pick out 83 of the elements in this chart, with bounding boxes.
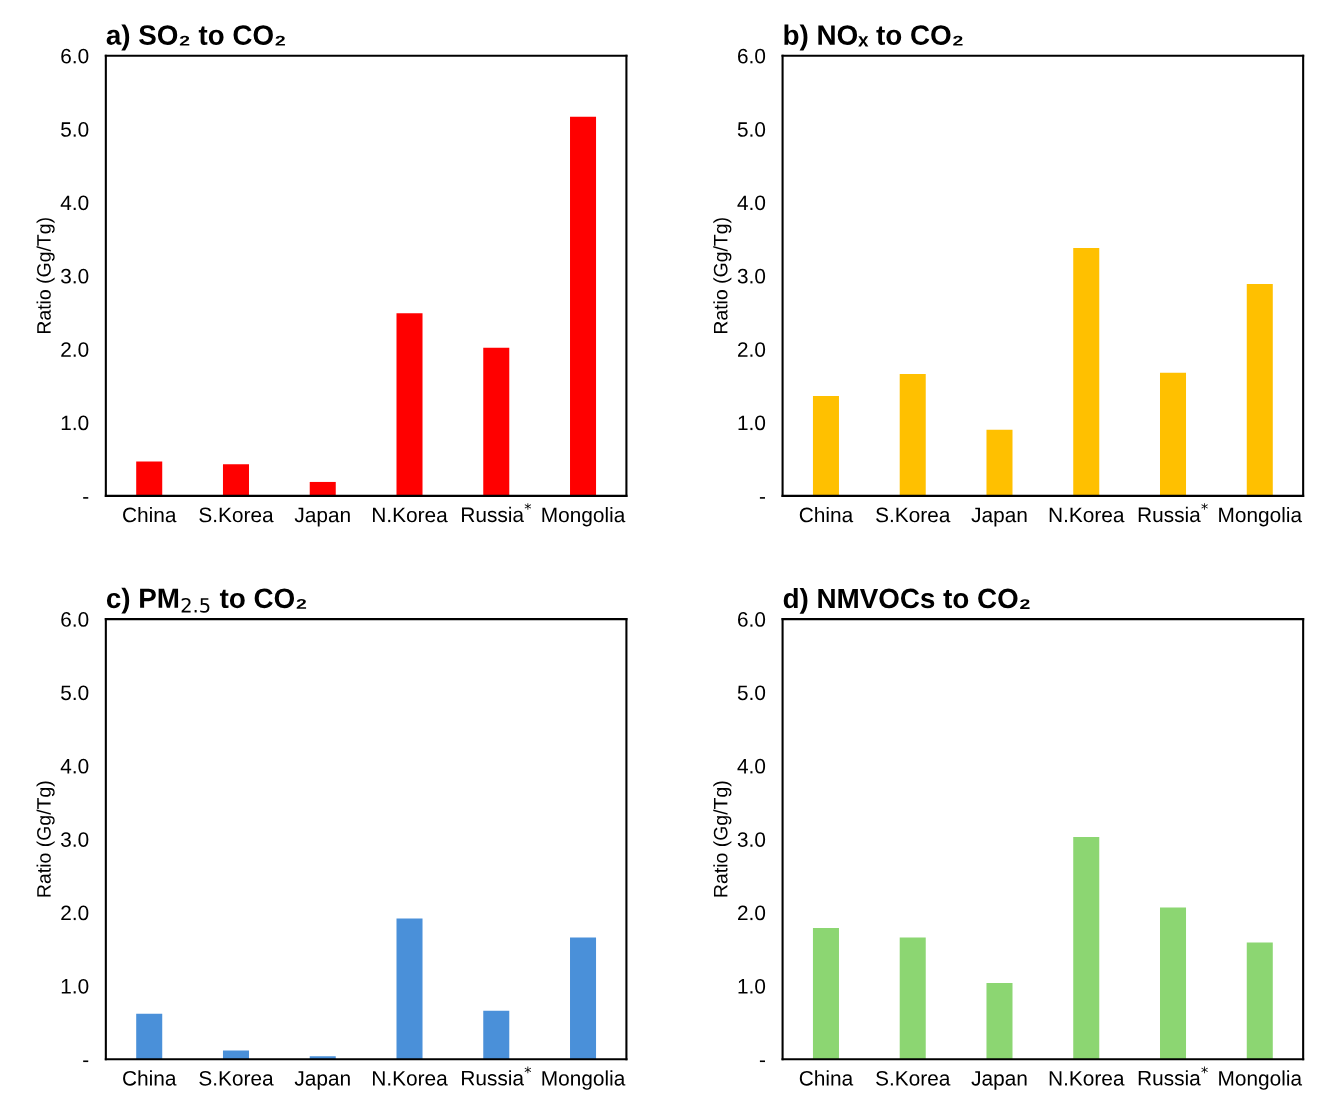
x-tick-label: Russia$^{*}$	[1138, 503, 1208, 523]
y-tick-label: 5.0	[61, 685, 89, 701]
x-tick-label: Japan	[971, 1071, 1027, 1090]
y-axis-title: Ratio (Gg/Tg)	[713, 218, 732, 334]
y-tick-label: 4.0	[60, 758, 89, 774]
bar	[136, 1013, 163, 1060]
y-tick-label: 1.0	[61, 978, 89, 994]
bar	[1246, 942, 1273, 1060]
y-axis-title: Ratio (Gg/Tg)	[36, 218, 55, 334]
bar	[986, 982, 1013, 1060]
y-tick-label: 6.0	[738, 48, 766, 64]
bar	[812, 927, 839, 1060]
y-tick-label: 1.0	[61, 415, 89, 431]
bar	[483, 1010, 510, 1060]
y-tick-label: -	[83, 1060, 89, 1063]
y-tick-label: 2.0	[738, 342, 766, 357]
x-tick-label: Japan	[971, 507, 1027, 527]
x-tick-label: China	[799, 1070, 854, 1086]
chart-title: c) PM$_{2.5}$ to CO₂	[106, 587, 307, 614]
y-tick-label: 4.0	[737, 195, 766, 211]
y-tick-label: 5.0	[737, 122, 766, 137]
x-tick-label: China	[799, 506, 854, 523]
y-tick-label: -	[83, 497, 89, 499]
bar	[986, 429, 1013, 496]
bar	[1073, 836, 1100, 1060]
bar	[396, 313, 423, 496]
y-tick-label: 3.0	[61, 268, 89, 284]
y-tick-label: 6.0	[61, 48, 89, 64]
bar	[570, 937, 597, 1060]
x-tick-label: Mongolia	[542, 506, 626, 527]
y-tick-label: 6.0	[61, 612, 89, 627]
y-tick-label: 1.0	[738, 978, 766, 994]
x-tick-label: Mongolia	[1219, 1070, 1303, 1090]
x-tick-label: N.Korea	[1049, 507, 1125, 523]
x-tick-label: Mongolia	[542, 1070, 626, 1090]
chart-title: d) NMVOCs to CO₂	[783, 587, 1030, 614]
y-tick-label: 3.0	[737, 832, 766, 847]
y-tick-label: 6.0	[738, 612, 766, 627]
y-tick-label: 1.0	[738, 415, 766, 431]
bar	[136, 461, 163, 496]
y-tick-label: 3.0	[61, 832, 89, 847]
bar	[222, 464, 249, 496]
x-tick-label: N.Korea	[373, 507, 448, 523]
chart-title: b) NOₓ to CO₂	[784, 24, 963, 51]
x-tick-label: Russia$^{*}$	[462, 1066, 532, 1086]
x-tick-label: Japan	[294, 507, 350, 527]
bar	[812, 396, 839, 496]
y-axis-title: Ratio (Gg/Tg)	[713, 781, 732, 897]
y-tick-label: 2.0	[61, 342, 89, 357]
y-axis-title: Ratio (Gg/Tg)	[36, 781, 55, 897]
bar	[1160, 907, 1187, 1060]
y-tick-label: 4.0	[737, 758, 766, 774]
bar	[899, 374, 926, 496]
y-tick-label: 2.0	[61, 905, 89, 921]
x-tick-label: China	[123, 1070, 177, 1086]
bar	[222, 1050, 249, 1060]
bar	[570, 116, 597, 496]
chart-title: a) SO₂ to CO₂	[106, 24, 285, 51]
bar	[899, 937, 926, 1060]
bar	[1246, 283, 1273, 496]
x-tick-label: S.Korea	[199, 1070, 274, 1086]
x-tick-label: N.Korea	[373, 1071, 448, 1086]
x-tick-label: S.Korea	[876, 507, 951, 523]
bar	[483, 347, 510, 496]
x-tick-label: Mongolia	[1219, 506, 1303, 527]
x-tick-label: Russia$^{*}$	[1138, 1066, 1208, 1086]
y-tick-label: 4.0	[60, 195, 89, 211]
y-tick-label: 5.0	[737, 685, 766, 701]
y-tick-label: 3.0	[737, 268, 766, 284]
y-tick-label: -	[759, 1060, 765, 1063]
x-tick-label: S.Korea	[876, 1070, 951, 1086]
y-tick-label: 5.0	[61, 122, 89, 137]
y-tick-label: -	[759, 497, 765, 499]
bar	[396, 918, 423, 1060]
x-tick-label: Russia$^{*}$	[462, 503, 532, 523]
bar	[1160, 372, 1187, 496]
x-tick-label: S.Korea	[199, 507, 274, 523]
y-tick-label: 2.0	[738, 905, 766, 921]
bar	[309, 481, 336, 496]
x-tick-label: Japan	[294, 1071, 350, 1090]
x-tick-label: China	[123, 506, 177, 523]
bar	[1073, 247, 1100, 496]
x-tick-label: N.Korea	[1049, 1071, 1125, 1086]
